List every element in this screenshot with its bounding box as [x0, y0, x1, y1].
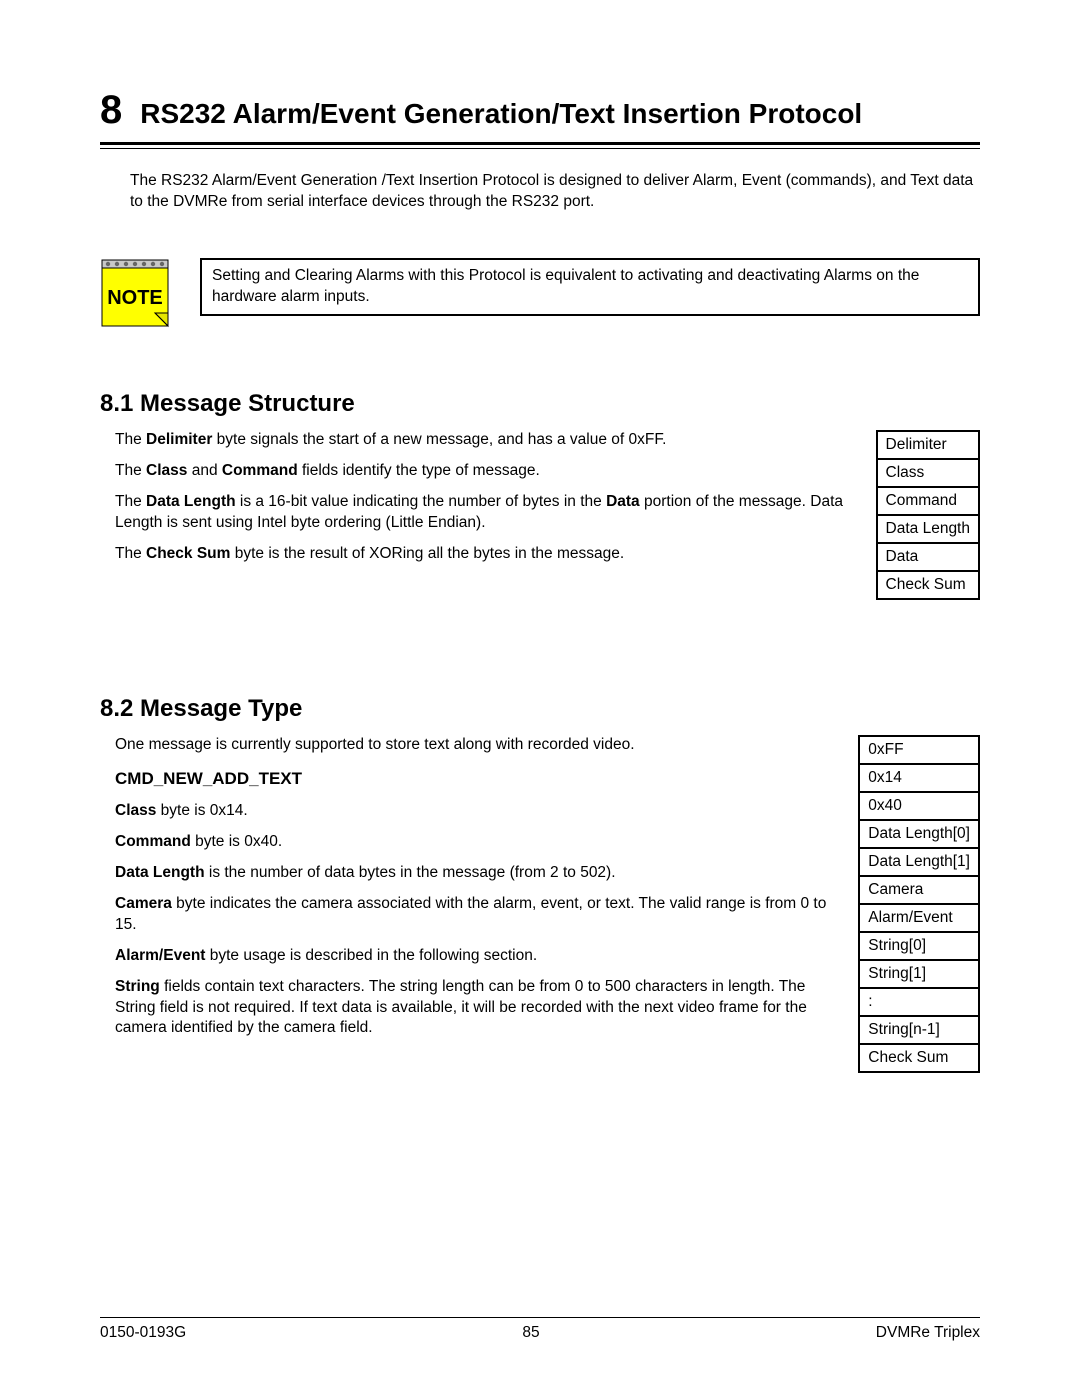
table-row: Class: [877, 459, 979, 487]
paragraph: Command byte is 0x40.: [115, 832, 838, 853]
paragraph: The Data Length is a 16-bit value indica…: [115, 492, 856, 534]
paragraph: String fields contain text characters. T…: [115, 977, 838, 1040]
message-structure-table: Delimiter Class Command Data Length Data…: [876, 430, 980, 600]
note-text: Setting and Clearing Alarms with this Pr…: [200, 258, 980, 316]
footer-product-name: DVMRe Triplex: [876, 1324, 980, 1342]
table-row: Data Length: [877, 515, 979, 543]
table-row: String[0]: [859, 932, 979, 960]
svg-text:NOTE: NOTE: [107, 287, 163, 309]
table-row: :: [859, 988, 979, 1016]
footer-page-number: 85: [522, 1324, 539, 1342]
table-row: 0xFF: [859, 736, 979, 764]
paragraph: One message is currently supported to st…: [115, 735, 838, 756]
table-row: Alarm/Event: [859, 904, 979, 932]
note-icon: NOTE: [100, 258, 172, 330]
table-row: Data: [877, 543, 979, 571]
chapter-heading: 8 RS232 Alarm/Event Generation/Text Inse…: [100, 90, 980, 132]
table-row: Camera: [859, 876, 979, 904]
page-footer: 0150-0193G 85 DVMRe Triplex: [100, 1317, 980, 1342]
paragraph: The Delimiter byte signals the start of …: [115, 430, 856, 451]
table-row: String[1]: [859, 960, 979, 988]
paragraph: Alarm/Event byte usage is described in t…: [115, 946, 838, 967]
section-heading-8-1: 8.1 Message Structure: [100, 390, 980, 418]
footer-row: 0150-0193G 85 DVMRe Triplex: [100, 1324, 980, 1342]
section-8-1-text: The Delimiter byte signals the start of …: [115, 430, 856, 575]
table-row: Check Sum: [859, 1044, 979, 1072]
document-page: 8 RS232 Alarm/Event Generation/Text Inse…: [0, 0, 1080, 1397]
table-row: Command: [877, 487, 979, 515]
paragraph: Class byte is 0x14.: [115, 801, 838, 822]
footer-rule: [100, 1317, 980, 1318]
table-row: Delimiter: [877, 431, 979, 459]
paragraph: Data Length is the number of data bytes …: [115, 863, 838, 884]
table-row: 0x14: [859, 764, 979, 792]
section-heading-8-2: 8.2 Message Type: [100, 695, 980, 723]
section-8-2: 8.2 Message Type One message is currentl…: [100, 695, 980, 1073]
table-row: String[n-1]: [859, 1016, 979, 1044]
table-row: Data Length[0]: [859, 820, 979, 848]
note-callout: NOTE Setting and Clearing Alarms with th…: [100, 258, 980, 330]
section-8-1: 8.1 Message Structure The Delimiter byte…: [100, 390, 980, 600]
table-row: Check Sum: [877, 571, 979, 599]
section-8-1-body: The Delimiter byte signals the start of …: [115, 430, 980, 600]
paragraph: The Class and Command fields identify th…: [115, 461, 856, 482]
section-8-2-body: One message is currently supported to st…: [115, 735, 980, 1073]
footer-doc-id: 0150-0193G: [100, 1324, 186, 1342]
intro-paragraph: The RS232 Alarm/Event Generation /Text I…: [130, 171, 980, 213]
table-row: Data Length[1]: [859, 848, 979, 876]
paragraph: The Check Sum byte is the result of XORi…: [115, 544, 856, 565]
chapter-title: RS232 Alarm/Event Generation/Text Insert…: [140, 96, 862, 132]
message-type-table: 0xFF 0x14 0x40 Data Length[0] Data Lengt…: [858, 735, 980, 1073]
section-8-2-text: One message is currently supported to st…: [115, 735, 838, 1049]
table-row: 0x40: [859, 792, 979, 820]
heading-rule: [100, 142, 980, 149]
chapter-number: 8: [100, 90, 122, 130]
cmd-heading: CMD_NEW_ADD_TEXT: [115, 768, 838, 791]
paragraph: Camera byte indicates the camera associa…: [115, 894, 838, 936]
